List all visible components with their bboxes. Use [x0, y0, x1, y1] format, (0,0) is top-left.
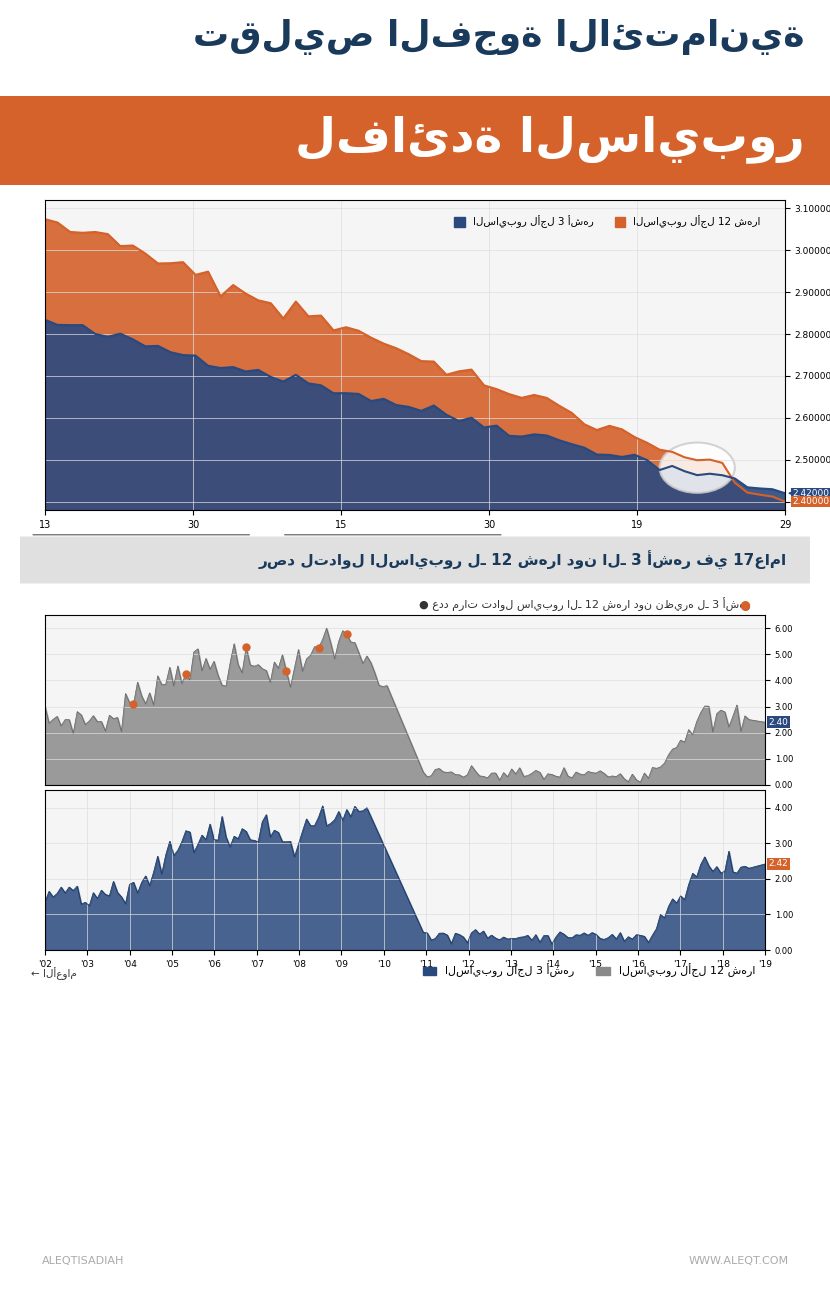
Text: ●: ●: [740, 598, 750, 611]
Text: 2.40: 2.40: [769, 717, 788, 726]
Text: رصد لتداول السايبور لـ 12 شهرا دون الـ 3 أشهر في 17عاما: رصد لتداول السايبور لـ 12 شهرا دون الـ 3…: [258, 550, 786, 569]
Text: يونيو: يونيو: [123, 543, 159, 554]
Text: 2.40000: 2.40000: [793, 497, 829, 506]
Ellipse shape: [660, 442, 735, 493]
Text: 2.42000: 2.42000: [793, 489, 829, 498]
Text: لفائدة السايبور: لفائدة السايبور: [295, 115, 805, 162]
Text: تقليص الفجوة الائتمانية: تقليص الفجوة الائتمانية: [193, 19, 805, 54]
FancyBboxPatch shape: [0, 96, 830, 185]
Text: ← الأعوام: ← الأعوام: [31, 968, 76, 981]
Text: الاقتصادية: الاقتصادية: [335, 1241, 495, 1265]
Text: ● عدد مرات تداول سايبور الـ 12 شهرا دون نظيره لـ 3 أشهر: ● عدد مرات تداول سايبور الـ 12 شهرا دون …: [419, 598, 750, 611]
Text: ALEQTISADIAH: ALEQTISADIAH: [42, 1255, 124, 1266]
FancyBboxPatch shape: [12, 537, 818, 584]
Text: WWW.ALEQT.COM: WWW.ALEQT.COM: [688, 1255, 788, 1266]
Legend: السايبور لأجل 3 أشهر, السايبور لأجل 12 شهرا: السايبور لأجل 3 أشهر, السايبور لأجل 12 ش…: [418, 958, 759, 982]
Text: 2.42: 2.42: [769, 860, 788, 869]
Text: أغسطس: أغسطس: [628, 540, 676, 554]
Text: يوليو: يوليو: [374, 542, 411, 554]
Legend: السايبور لأجل 3 أشهر, السايبور لأجل 12 شهرا: السايبور لأجل 3 أشهر, السايبور لأجل 12 ش…: [450, 211, 765, 232]
